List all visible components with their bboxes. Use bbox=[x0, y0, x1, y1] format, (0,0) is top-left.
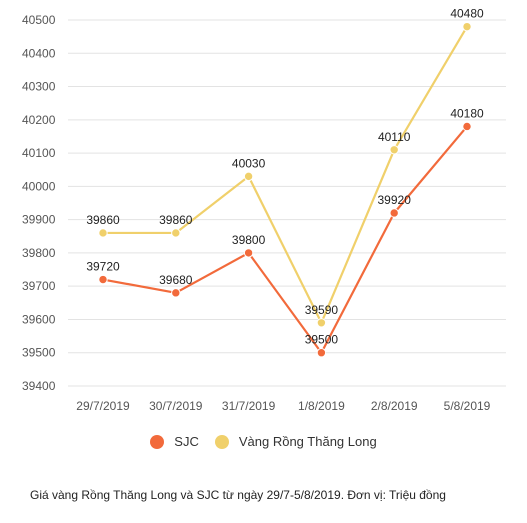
legend-item-sjc[interactable]: SJC bbox=[150, 434, 199, 449]
data-point-s0-3 bbox=[316, 348, 327, 358]
line-chart: 39400 39500 39600 39700 39800 39900 40000 40100… bbox=[22, 7, 506, 413]
y-tick-label-5: 39900 bbox=[22, 213, 56, 227]
x-tick-label-4: 2/8/2019 bbox=[371, 399, 418, 413]
y-tick-label-7: 40100 bbox=[22, 146, 56, 160]
data-label-s0-3: 39500 bbox=[305, 333, 339, 347]
data-point-s1-3 bbox=[316, 318, 327, 328]
data-label-s1-0: 39860 bbox=[86, 213, 120, 227]
data-point-s0-2 bbox=[243, 248, 254, 258]
legend-label-sjc: SJC bbox=[174, 434, 199, 449]
y-tick-label-9: 40300 bbox=[22, 80, 56, 94]
y-tick-label-11: 40500 bbox=[22, 13, 56, 27]
data-label-s1-1: 39860 bbox=[159, 213, 193, 227]
data-point-s1-1 bbox=[171, 228, 181, 238]
chart-legend: SJC Vàng Rồng Thăng Long bbox=[0, 434, 527, 449]
chart-caption: Giá vàng Rồng Thăng Long và SJC từ ngày … bbox=[30, 488, 446, 502]
y-tick-label-8: 40200 bbox=[22, 113, 56, 127]
x-tick-label-5: 5/8/2019 bbox=[444, 399, 491, 413]
data-point-s0-4 bbox=[389, 208, 399, 218]
data-label-s0-5: 40180 bbox=[450, 106, 484, 120]
x-tick-label-1: 30/7/2019 bbox=[149, 399, 203, 413]
data-label-s1-4: 40110 bbox=[378, 130, 411, 144]
data-point-s1-0 bbox=[98, 228, 108, 238]
y-tick-label-1: 39500 bbox=[22, 346, 56, 360]
data-label-s0-1: 39680 bbox=[159, 273, 193, 287]
y-tick-label-4: 39800 bbox=[22, 246, 56, 260]
data-point-s0-5 bbox=[462, 121, 472, 132]
data-label-s0-4: 39920 bbox=[378, 193, 412, 207]
chart-canvas: 39400 39500 39600 39700 39800 39900 40000 40100… bbox=[22, 7, 506, 413]
data-point-s0-1 bbox=[171, 288, 181, 298]
x-tick-label-2: 31/7/2019 bbox=[222, 399, 276, 413]
series-line-0 bbox=[102, 125, 468, 354]
data-label-s0-2: 39800 bbox=[232, 233, 266, 247]
legend-marker-rong-thang-long bbox=[214, 434, 229, 449]
data-point-s1-4 bbox=[389, 145, 399, 155]
y-tick-label-2: 39600 bbox=[22, 312, 56, 326]
data-point-s0-0 bbox=[98, 274, 108, 285]
y-tick-label-10: 40400 bbox=[22, 46, 56, 60]
legend-label-rong-thang-long: Vàng Rồng Thăng Long bbox=[238, 434, 377, 449]
legend-item-rong-thang-long[interactable]: Vàng Rồng Thăng Long bbox=[214, 434, 377, 449]
data-label-s0-0: 39720 bbox=[86, 260, 120, 274]
legend-marker-sjc bbox=[150, 434, 165, 449]
y-tick-label-0: 39400 bbox=[22, 379, 56, 393]
data-label-s1-3: 39590 bbox=[305, 303, 339, 317]
data-label-s1-5: 40480 bbox=[450, 7, 484, 21]
x-tick-label-0: 29/7/2019 bbox=[76, 399, 130, 413]
y-tick-label-6: 40000 bbox=[22, 179, 56, 193]
data-point-s1-5 bbox=[462, 21, 472, 32]
y-tick-label-3: 39700 bbox=[22, 279, 56, 293]
series-line-1 bbox=[103, 26, 468, 324]
data-point-s1-2 bbox=[243, 171, 254, 182]
data-label-s1-2: 40030 bbox=[232, 156, 266, 170]
x-tick-label-3: 1/8/2019 bbox=[298, 399, 345, 413]
